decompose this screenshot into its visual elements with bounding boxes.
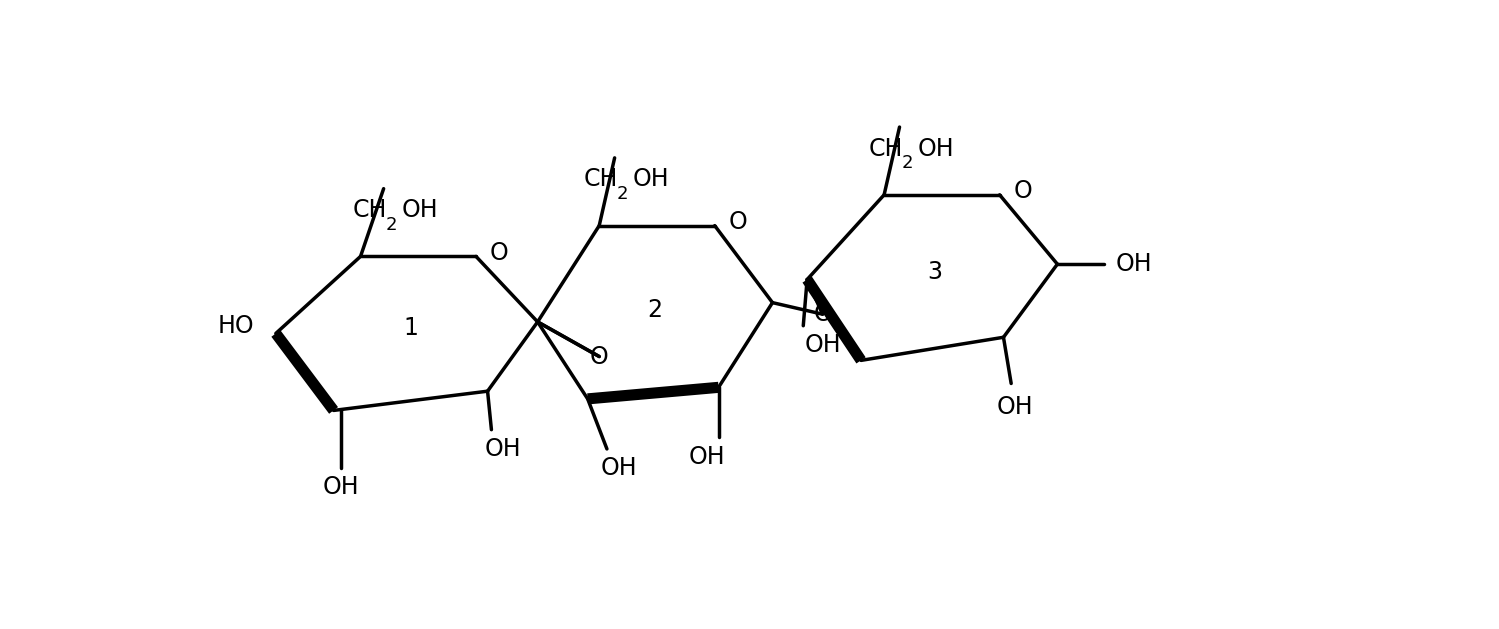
Text: 3: 3 <box>928 260 943 284</box>
Text: OH: OH <box>402 198 439 222</box>
Text: OH: OH <box>688 445 726 469</box>
Text: O: O <box>729 210 747 234</box>
Text: O: O <box>490 240 508 265</box>
Text: OH: OH <box>917 136 955 160</box>
Text: O: O <box>812 302 832 326</box>
Text: CH: CH <box>868 136 902 160</box>
Text: 2: 2 <box>902 154 913 172</box>
Text: 2: 2 <box>385 216 397 233</box>
Text: HO: HO <box>217 314 255 338</box>
Text: OH: OH <box>484 437 522 461</box>
Text: 2: 2 <box>618 185 628 203</box>
Text: 1: 1 <box>403 316 418 340</box>
Text: O: O <box>589 345 609 369</box>
Text: 2: 2 <box>648 298 663 322</box>
Text: OH: OH <box>1117 252 1153 276</box>
Text: OH: OH <box>633 167 670 191</box>
Text: OH: OH <box>997 394 1033 418</box>
Text: OH: OH <box>600 456 637 480</box>
Text: OH: OH <box>322 476 360 499</box>
Text: O: O <box>1013 179 1033 203</box>
Text: CH: CH <box>352 198 387 222</box>
Text: OH: OH <box>803 333 841 357</box>
Text: CH: CH <box>583 167 618 191</box>
